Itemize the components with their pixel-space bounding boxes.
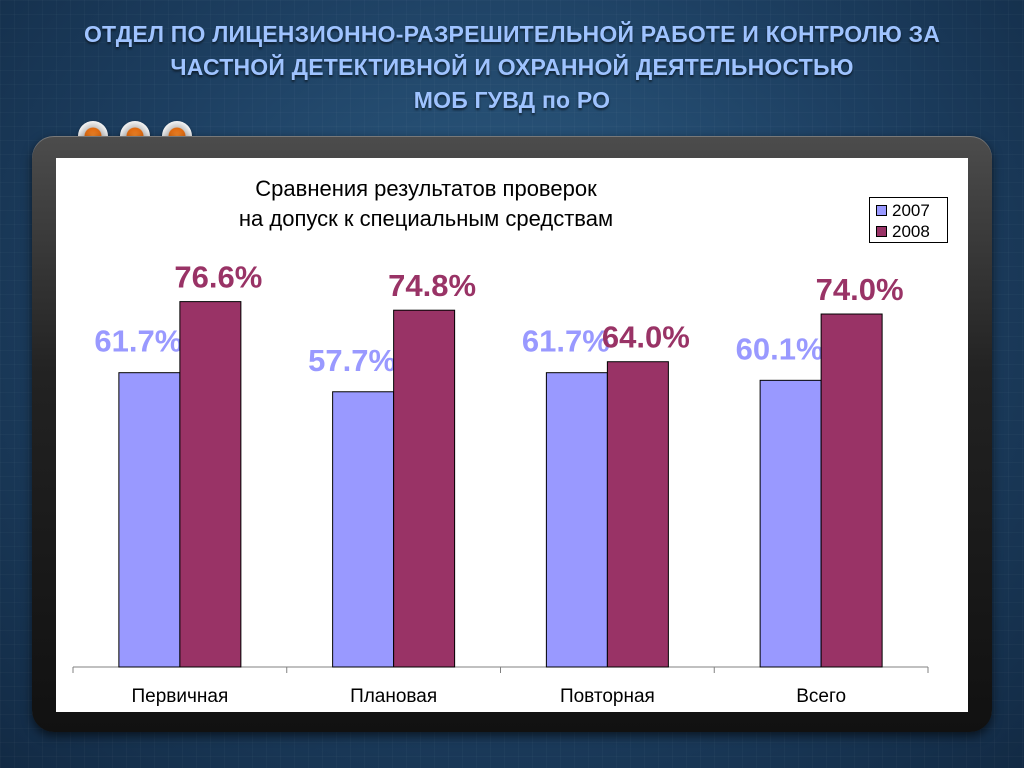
bar-2007 bbox=[332, 391, 395, 668]
legend-label-2007: 2007 bbox=[892, 201, 930, 220]
x-tick-label: Плановая bbox=[350, 686, 437, 707]
header-line-3: МОБ ГУВД по РО bbox=[413, 87, 611, 113]
data-label-2008: 76.6% bbox=[174, 260, 262, 295]
bar-2007 bbox=[759, 379, 822, 668]
x-tick-label: Повторная bbox=[560, 686, 655, 707]
legend-swatch-2007 bbox=[876, 205, 887, 216]
x-tick-label: Всего bbox=[796, 686, 846, 707]
legend-entry-2007: 2007 bbox=[876, 200, 947, 221]
header-line-1: ОТДЕЛ ПО ЛИЦЕНЗИОННО-РАЗРЕШИТЕЛЬНОЙ РАБО… bbox=[83, 21, 941, 47]
x-tick-label: Первичная bbox=[132, 686, 229, 707]
legend-swatch-2008 bbox=[876, 226, 887, 237]
chart-title-line-2: на допуск к специальным средствам bbox=[238, 206, 614, 231]
slide-header: ОТДЕЛ ПО ЛИЦЕНЗИОННО-РАЗРЕШИТЕЛЬНОЙ РАБО… bbox=[0, 18, 1024, 117]
bar-2008 bbox=[393, 309, 456, 668]
bar-2007 bbox=[118, 372, 181, 668]
chart-title-line-1: Сравнения результатов проверок bbox=[255, 176, 597, 201]
chart-title: Сравнения результатов проверок на допуск… bbox=[56, 174, 796, 234]
chart-legend: 2007 2008 bbox=[869, 197, 948, 243]
data-label-2007: 61.7% bbox=[522, 324, 610, 359]
legend-entry-2008: 2008 bbox=[876, 221, 947, 242]
bar-2008 bbox=[606, 361, 669, 668]
data-label-2007: 61.7% bbox=[94, 324, 182, 359]
header-line-2: ЧАСТНОЙ ДЕТЕКТИВНОЙ И ОХРАННОЙ ДЕЯТЕЛЬНО… bbox=[170, 54, 854, 80]
data-label-2008: 64.0% bbox=[602, 320, 690, 355]
data-label-2007: 57.7% bbox=[308, 343, 396, 378]
data-label-2008: 74.0% bbox=[816, 272, 904, 307]
bar-2007 bbox=[545, 372, 608, 668]
bar-2008 bbox=[179, 301, 242, 668]
legend-label-2008: 2008 bbox=[892, 222, 930, 241]
bar-2008 bbox=[820, 313, 883, 668]
data-label-2008: 74.8% bbox=[388, 268, 476, 303]
data-label-2007: 60.1% bbox=[736, 331, 824, 366]
